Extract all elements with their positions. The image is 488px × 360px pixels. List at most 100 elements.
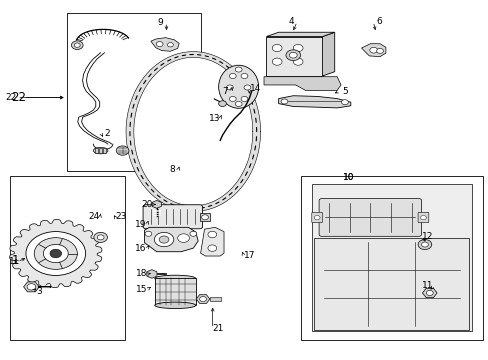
Polygon shape [278,96,350,108]
Bar [99,148,102,153]
Polygon shape [266,32,334,37]
Text: 14: 14 [249,84,261,93]
Text: 9: 9 [158,18,163,27]
Circle shape [145,231,152,236]
Text: 8: 8 [169,166,175,175]
Circle shape [94,232,107,242]
Circle shape [272,44,282,51]
Circle shape [426,291,432,296]
Bar [66,13,200,171]
Text: 2: 2 [104,129,110,138]
Bar [209,297,220,301]
Text: 19: 19 [135,220,146,229]
Text: 11: 11 [421,281,433,290]
Circle shape [241,73,247,78]
Polygon shape [10,219,102,288]
Polygon shape [200,227,224,256]
Circle shape [154,232,173,247]
Circle shape [376,48,383,53]
Polygon shape [23,282,39,292]
Circle shape [229,96,236,102]
Circle shape [27,284,36,290]
Circle shape [207,245,216,251]
FancyBboxPatch shape [417,212,428,223]
Circle shape [43,244,68,263]
Text: 1: 1 [11,254,19,267]
Polygon shape [361,44,385,57]
Text: 10: 10 [343,173,354,182]
Text: 22: 22 [6,93,17,102]
Bar [95,148,98,153]
Text: 20: 20 [141,200,152,209]
Circle shape [189,231,196,236]
Text: 12: 12 [421,232,433,241]
Bar [155,278,195,305]
Text: 23: 23 [115,212,126,221]
Circle shape [229,73,236,78]
Polygon shape [422,288,436,298]
Bar [311,184,471,331]
Text: 18: 18 [136,269,147,278]
Circle shape [177,234,189,242]
Polygon shape [264,77,340,90]
FancyBboxPatch shape [143,205,202,229]
Polygon shape [126,51,260,212]
Circle shape [97,235,104,240]
Circle shape [293,58,303,65]
Circle shape [26,231,85,275]
Text: 22: 22 [11,91,26,104]
Circle shape [421,242,427,247]
Circle shape [369,47,377,53]
Circle shape [50,249,61,258]
Text: 7: 7 [222,86,227,95]
Text: 15: 15 [136,284,147,293]
Bar [10,176,125,339]
Polygon shape [144,227,198,252]
Circle shape [226,85,233,90]
Text: 10: 10 [343,173,354,182]
Ellipse shape [218,65,258,108]
Circle shape [156,41,163,46]
Circle shape [235,67,242,72]
Bar [199,213,210,221]
Circle shape [241,96,247,102]
Text: 13: 13 [208,114,220,123]
Circle shape [201,215,208,220]
FancyBboxPatch shape [266,37,322,76]
Circle shape [116,146,129,155]
Text: 21: 21 [212,324,224,333]
Circle shape [199,297,206,302]
Circle shape [167,42,173,47]
Circle shape [341,100,347,105]
Bar [314,238,468,329]
Text: 3: 3 [36,287,41,296]
Circle shape [159,236,168,243]
Text: 24: 24 [88,212,100,221]
Circle shape [289,52,297,58]
Circle shape [417,239,431,249]
Ellipse shape [93,147,108,154]
Polygon shape [196,295,209,303]
Ellipse shape [155,275,195,282]
Ellipse shape [155,302,195,309]
Polygon shape [152,201,161,208]
Circle shape [285,50,300,60]
Circle shape [244,85,250,90]
Circle shape [235,102,242,107]
Circle shape [34,238,77,269]
Text: 6: 6 [375,17,381,26]
Circle shape [420,216,426,220]
Text: 4: 4 [288,17,293,26]
Circle shape [71,41,83,49]
Bar [103,148,106,153]
Polygon shape [146,270,157,278]
FancyBboxPatch shape [311,212,322,223]
Circle shape [74,43,80,47]
Polygon shape [322,32,334,76]
Circle shape [207,231,216,238]
Polygon shape [151,38,179,51]
Text: 16: 16 [135,244,146,253]
Text: 1: 1 [8,257,14,266]
Circle shape [218,101,226,107]
Circle shape [272,58,282,65]
